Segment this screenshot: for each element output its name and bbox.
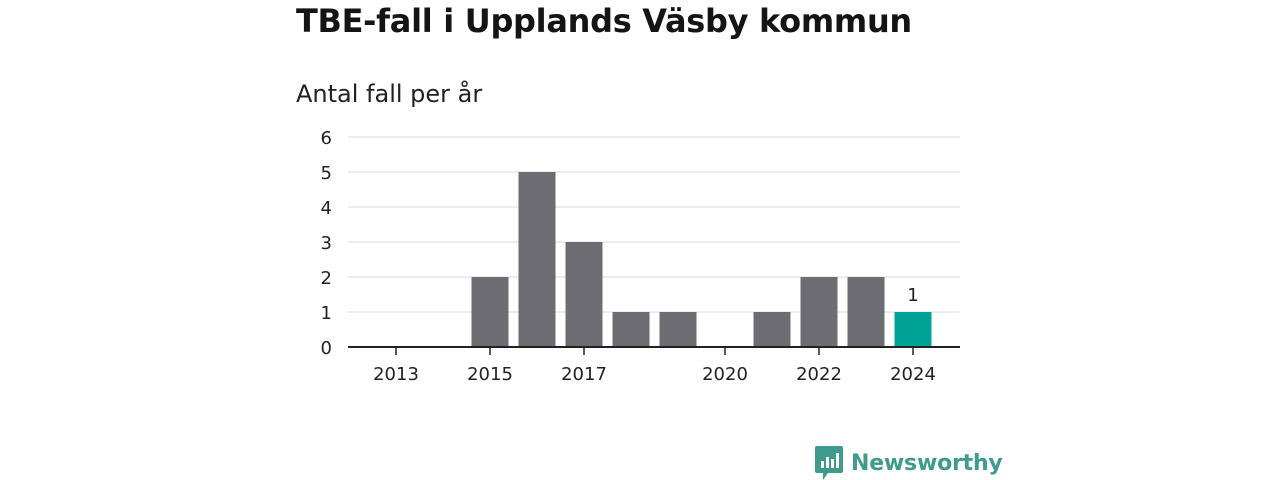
y-tick-label: 5 bbox=[321, 163, 332, 184]
bar-2019 bbox=[659, 312, 697, 347]
chart-title: TBE-fall i Upplands Väsby kommun bbox=[296, 2, 912, 40]
data-label-2024: 1 bbox=[907, 285, 918, 306]
y-tick-label: 0 bbox=[321, 338, 332, 359]
y-tick-label: 2 bbox=[321, 268, 332, 289]
x-tick-label: 2024 bbox=[890, 364, 936, 385]
newsworthy-logo: Newsworthy bbox=[815, 446, 1003, 480]
bar-2017 bbox=[565, 242, 603, 347]
y-tick-label: 1 bbox=[321, 303, 332, 324]
bar-2023 bbox=[847, 277, 885, 347]
bars: 1 bbox=[471, 172, 932, 347]
x-tick-label: 2015 bbox=[467, 364, 513, 385]
bar-2024 bbox=[894, 312, 932, 347]
axes: 0 1 2 3 4 5 6 2013 2015 2017 2020 2022 2024 bbox=[321, 128, 960, 385]
bar-2021 bbox=[753, 312, 791, 347]
grid-lines bbox=[348, 136, 960, 313]
x-tick-label: 2017 bbox=[561, 364, 607, 385]
bar-2018 bbox=[612, 312, 650, 347]
x-tick-label: 2022 bbox=[796, 364, 842, 385]
bar-2015 bbox=[471, 277, 509, 347]
y-tick-label: 3 bbox=[321, 233, 332, 254]
x-tick-label: 2020 bbox=[702, 364, 748, 385]
bar-chart-speech-bubble-icon bbox=[815, 446, 843, 480]
brand-name: Newsworthy bbox=[851, 450, 1003, 476]
y-tick-label: 4 bbox=[321, 198, 332, 219]
y-tick-label: 6 bbox=[321, 128, 332, 149]
chart-subtitle: Antal fall per år bbox=[296, 80, 483, 108]
bar-2016 bbox=[518, 172, 556, 347]
x-tick-label: 2013 bbox=[373, 364, 419, 385]
bar-2022 bbox=[800, 277, 838, 347]
